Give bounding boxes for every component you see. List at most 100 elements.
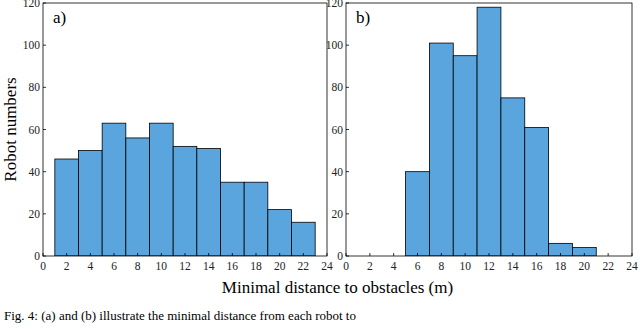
x-tick	[90, 253, 91, 256]
x-tick	[632, 253, 633, 256]
panel-label: b)	[356, 8, 370, 27]
x-tick-label: 2	[64, 260, 70, 272]
histogram-bar	[292, 222, 316, 256]
y-tick-label: 100	[326, 39, 344, 51]
y-tick-label: 80	[332, 81, 344, 93]
x-tick	[114, 253, 115, 256]
x-tick	[536, 253, 537, 256]
y-tick-label: 60	[29, 124, 41, 136]
y-tick	[43, 45, 46, 46]
x-tick-label: 14	[507, 260, 519, 272]
x-tick-label: 14	[203, 260, 215, 272]
x-tick-label: 18	[250, 260, 262, 272]
x-tick-label: 0	[343, 260, 349, 272]
panel: 024681012141618202224020406080100120a)Ro…	[1, 0, 333, 272]
y-tick	[346, 129, 349, 130]
histogram-bar	[501, 98, 525, 256]
histogram-bar	[406, 172, 430, 256]
x-tick	[66, 253, 67, 256]
histogram-bar	[79, 151, 103, 256]
y-tick-label: 120	[23, 0, 41, 9]
x-tick-label: 16	[227, 260, 239, 272]
y-tick	[346, 45, 349, 46]
x-tick	[43, 253, 44, 256]
y-tick	[43, 3, 46, 4]
y-tick-label: 80	[29, 81, 41, 93]
y-tick-label: 40	[29, 166, 41, 178]
x-tick-label: 18	[555, 260, 567, 272]
x-tick	[608, 253, 609, 256]
x-tick	[584, 253, 585, 256]
y-axis-label: Robot numbers	[1, 77, 20, 181]
x-tick-label: 20	[579, 260, 591, 272]
x-tick	[279, 253, 280, 256]
x-tick	[256, 253, 257, 256]
axes-frame	[346, 3, 632, 256]
x-tick-label: 0	[40, 260, 46, 272]
x-tick-label: 16	[531, 260, 543, 272]
x-tick	[417, 253, 418, 256]
y-tick-label: 120	[326, 0, 344, 9]
x-tick	[303, 253, 304, 256]
x-tick	[232, 253, 233, 256]
x-tick	[512, 253, 513, 256]
x-tick	[161, 253, 162, 256]
x-tick-label: 12	[179, 260, 191, 272]
y-tick	[43, 256, 46, 257]
y-tick-label: 20	[332, 208, 344, 220]
bars	[55, 123, 315, 256]
histogram-bar	[244, 182, 268, 256]
x-tick-label: 22	[602, 260, 614, 272]
axes-frame	[43, 3, 327, 256]
x-tick-label: 22	[298, 260, 310, 272]
panel-label: a)	[53, 8, 66, 27]
y-tick-label: 60	[332, 124, 344, 136]
x-tick-label: 4	[87, 260, 93, 272]
x-tick-label: 4	[391, 260, 397, 272]
y-tick	[346, 171, 349, 172]
histogram-bar	[549, 243, 573, 256]
x-tick	[369, 253, 370, 256]
bars	[406, 7, 597, 256]
x-tick	[346, 253, 347, 256]
x-tick	[560, 253, 561, 256]
x-tick-label: 24	[626, 260, 638, 272]
panel: 024681012141618202224020406080100120b)	[326, 0, 638, 272]
y-tick-label: 0	[337, 250, 343, 262]
histogram-bar	[525, 127, 549, 256]
x-tick	[441, 253, 442, 256]
x-tick-label: 24	[321, 260, 333, 272]
x-tick-label: 10	[459, 260, 471, 272]
x-tick-label: 8	[438, 260, 444, 272]
histogram-bar	[221, 182, 245, 256]
x-tick	[137, 253, 138, 256]
y-tick-label: 0	[34, 250, 40, 262]
histogram-bar	[150, 123, 174, 256]
y-tick	[43, 171, 46, 172]
y-tick-label: 40	[332, 166, 344, 178]
x-tick-label: 6	[111, 260, 117, 272]
histogram-bar	[268, 210, 292, 256]
x-tick-label: 8	[135, 260, 141, 272]
figure: 024681012141618202224020406080100120a)Ro…	[0, 0, 640, 329]
x-tick	[489, 253, 490, 256]
x-tick	[208, 253, 209, 256]
y-tick-label: 100	[23, 39, 41, 51]
y-tick-label: 20	[29, 208, 41, 220]
x-tick-label: 10	[156, 260, 168, 272]
y-tick	[346, 213, 349, 214]
histogram-bar	[55, 159, 79, 256]
histogram-bar	[572, 248, 596, 256]
x-tick	[185, 253, 186, 256]
histogram-bar	[477, 7, 501, 256]
y-tick	[346, 256, 349, 257]
histogram-bar	[197, 148, 221, 256]
x-tick	[327, 253, 328, 256]
y-tick	[43, 213, 46, 214]
x-tick	[393, 253, 394, 256]
histogram-bar	[429, 43, 453, 256]
x-axis-label: Minimal distance to obstacles (m)	[222, 278, 453, 297]
y-tick	[43, 87, 46, 88]
y-tick	[346, 3, 349, 4]
histogram-bar	[126, 138, 150, 256]
